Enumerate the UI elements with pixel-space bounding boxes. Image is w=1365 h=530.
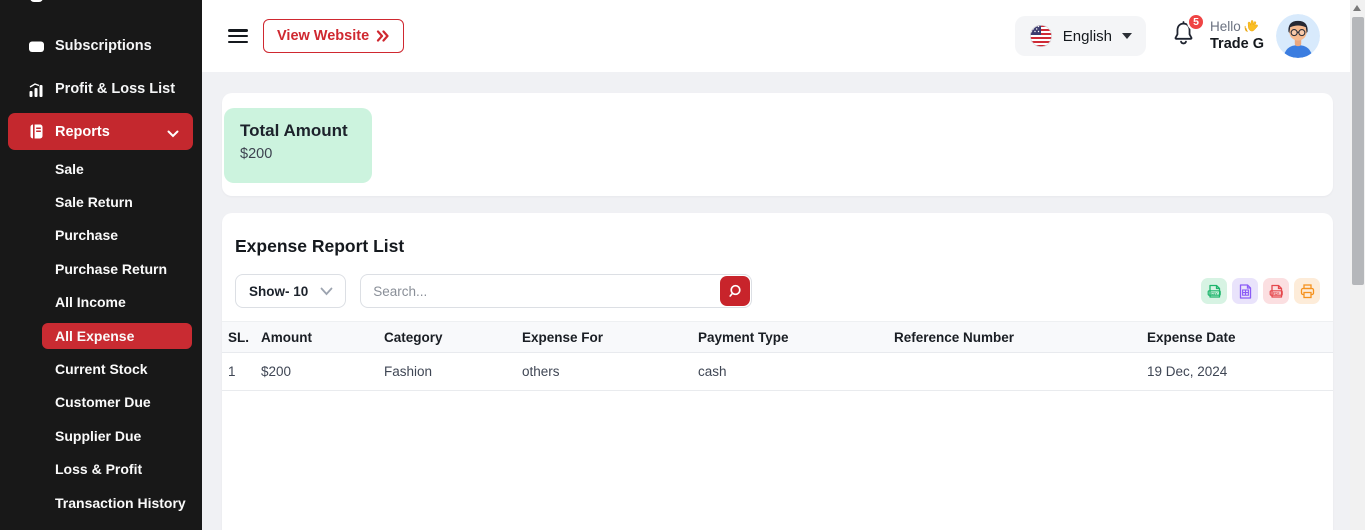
csv-file-icon: CSV [1207,284,1221,298]
user-greeting: Hello Trade G [1210,18,1264,53]
spreadsheet-file-icon [1239,283,1251,299]
submenu-item-all-income[interactable]: All Income [55,294,126,311]
cell-amount: $200 [261,352,384,391]
cell-reference-number [894,352,1147,391]
col-header-expense-date: Expense Date [1147,321,1333,353]
sidebar-item-reports[interactable]: Reports [8,113,193,150]
waving-hand-icon [1244,20,1258,32]
us-flag-icon [1029,24,1052,48]
submenu-item-supplier-due[interactable]: Supplier Due [55,427,142,444]
export-buttons: CSV [1201,278,1320,304]
svg-text:CSV: CSV [1210,291,1218,295]
col-header-payment-type: Payment Type [698,321,894,353]
vertical-scrollbar[interactable] [1350,0,1365,530]
reports-submenu: Sale Sale Return Purchase Purchase Retur… [0,152,202,519]
page-title: Expense Report List [235,236,405,256]
submenu-item-current-stock[interactable]: Current Stock [55,361,148,378]
search-field-wrap [360,274,753,308]
total-amount-value: $200 [240,146,273,162]
printer-icon [1300,283,1314,298]
sidebar: Due List Subscriptions Profit & Loss Lis… [0,0,202,530]
sidebar-item-label: Reports [55,123,110,140]
cell-expense-for: others [522,352,698,391]
col-header-sl: SL. [222,321,261,353]
col-header-amount: Amount [261,321,384,353]
search-button[interactable] [720,276,751,306]
col-header-expense-for: Expense For [522,321,698,353]
table-controls: Show- 10 [222,257,1333,308]
view-website-button[interactable]: View Website [263,19,405,53]
username-label: Trade G [1210,36,1264,53]
double-chevron-right-icon [377,30,389,42]
topbar: View Website [202,0,1350,72]
language-selector[interactable]: English [1014,16,1146,56]
main-area: View Website [202,0,1350,530]
content-area: Total Amount $200 Expense Report List Sh… [202,72,1350,530]
expense-report-section: Expense Report List Show- 10 [222,213,1333,530]
sidebar-item-label: Subscriptions [55,38,152,54]
chevron-down-icon [320,287,333,295]
chevron-down-icon [167,126,179,142]
cell-sl: 1 [222,352,261,391]
export-csv-button[interactable]: CSV [1201,278,1227,304]
pdf-file-icon: PDF [1269,284,1283,298]
export-excel-button[interactable] [1232,278,1258,304]
cell-category: Fashion [384,352,522,391]
submenu-item-transaction-history[interactable]: Transaction History [55,494,186,511]
table-header-row: SL. Amount Category Expense For Payment … [222,321,1333,353]
total-amount-title: Total Amount [240,121,348,140]
show-entries-select[interactable]: Show- 10 [235,274,347,308]
export-pdf-button[interactable]: PDF [1263,278,1289,304]
cell-expense-date: 19 Dec, 2024 [1147,352,1333,391]
summary-section: Total Amount $200 [222,93,1333,196]
sidebar-item-due-list[interactable]: Due List [0,0,202,11]
sidebar-item-label: Profit & Loss List [55,81,176,97]
submenu-item-loss-profit[interactable]: Loss & Profit [55,461,143,478]
user-avatar[interactable] [1276,14,1320,58]
search-icon [729,284,741,297]
sidebar-item-profit-loss-list[interactable]: Profit & Loss List [0,73,202,105]
subscriptions-icon [28,38,45,55]
table-row[interactable]: 1 $200 Fashion others cash 19 Dec, 2024 [222,352,1333,391]
scrollbar-up-arrow[interactable] [1353,5,1361,11]
expense-table: SL. Amount Category Expense For Payment … [222,321,1333,391]
col-header-category: Category [384,321,522,353]
svg-text:PDF: PDF [1272,291,1279,295]
notification-count-badge: 5 [1187,12,1205,31]
submenu-item-sale-return[interactable]: Sale Return [55,194,133,211]
search-input[interactable] [360,274,753,308]
sidebar-item-label: Due List [55,0,112,3]
scrollbar-thumb[interactable] [1351,17,1364,285]
submenu-item-all-expense[interactable]: All Expense [0,319,202,352]
submenu-item-sale[interactable]: Sale [55,160,84,177]
export-print-button[interactable] [1294,278,1320,304]
notifications-button[interactable]: 5 [1170,12,1205,53]
total-amount-card: Total Amount $200 [224,108,372,183]
submenu-item-customer-due[interactable]: Customer Due [55,394,151,411]
col-header-reference-number: Reference Number [894,321,1147,353]
bar-chart-icon [28,81,45,98]
caret-down-icon [1122,33,1132,39]
submenu-item-purchase[interactable]: Purchase [55,227,119,244]
cell-payment-type: cash [698,352,894,391]
hamburger-menu-icon[interactable] [228,29,248,43]
submenu-item-purchase-return[interactable]: Purchase Return [55,260,168,277]
book-icon [28,123,45,140]
due-list-icon [28,0,45,4]
sidebar-item-subscriptions[interactable]: Subscriptions [0,30,202,62]
